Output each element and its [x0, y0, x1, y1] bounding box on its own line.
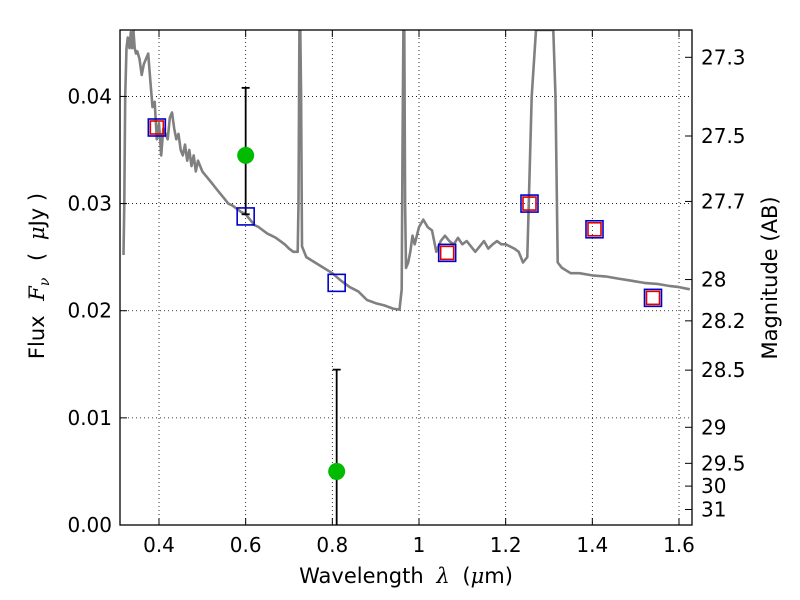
magnitude-tick-label: 29 — [701, 415, 726, 439]
model-flux-marker — [643, 288, 663, 308]
magnitude-tick-label: 27.3 — [701, 45, 746, 69]
x-tick-label: 1.4 — [576, 533, 608, 557]
y-tick-label: 0.00 — [67, 513, 112, 537]
axis-tick-labels: 0.4 0.6 0.8 1 1.2 1.4 1.6 0.00 0.01 0.02 0.03 0.04 2… — [67, 45, 745, 557]
magnitude-tick-label: 28.2 — [701, 309, 746, 333]
magnitude-tick-label: 27.5 — [701, 124, 746, 148]
y-axis-label-symbol: F — [25, 285, 49, 302]
x-tick-label: 0.4 — [143, 533, 175, 557]
observed-flux-marker — [645, 290, 661, 306]
photometry-point — [237, 146, 255, 164]
magnitude-tick-label: 27.7 — [701, 189, 746, 213]
y-tick-label: 0.04 — [67, 84, 112, 108]
y-axis-label-text: Flux — [25, 315, 49, 359]
magnitude-tick-label: 28 — [701, 268, 726, 292]
magnitude-tick-label: 28.5 — [701, 358, 746, 382]
model-flux-marker — [585, 219, 604, 239]
data-series — [122, 30, 691, 525]
model-flux-marker — [437, 243, 457, 263]
y-tick-label: 0.01 — [67, 406, 112, 430]
y-axis-label-unit-open: ( — [25, 253, 49, 261]
x-tick-label: 1.6 — [663, 533, 695, 557]
model-flux-marker — [520, 194, 539, 213]
x-axis-label-unit-mu: μ — [471, 564, 485, 588]
y-axis-label-unit-rest: Jy ) — [25, 193, 49, 229]
y-axis-label-unit-mu: μ — [25, 226, 49, 240]
x-tick-label: 0.8 — [316, 533, 348, 557]
model-flux-marker — [147, 118, 167, 137]
observed-flux-marker — [522, 196, 537, 211]
x-tick-label: 0.6 — [230, 533, 262, 557]
y-tick-label: 0.03 — [67, 192, 112, 216]
x-axis-label-text: Wavelength — [299, 564, 424, 588]
photometry-point — [328, 462, 346, 480]
observed-flux-marker — [587, 221, 602, 237]
x-axis-label-unit-open: ( — [462, 564, 470, 588]
model-flux-marker — [327, 273, 346, 293]
magnitude-axis-label: Magnitude (AB) — [758, 196, 782, 359]
magnitude-tick-label: 30 — [701, 474, 726, 498]
magnitude-tick-label: 31 — [701, 498, 726, 522]
x-axis-label-unit-rest: m) — [484, 564, 513, 588]
plot-frame — [119, 29, 693, 526]
x-tick-label: 1 — [413, 533, 426, 557]
x-axis-label: Wavelength λ (μm) — [299, 564, 513, 588]
axis-ticks — [120, 30, 692, 526]
magnitude-tick-label: 29.5 — [701, 451, 746, 475]
y-tick-label: 0.02 — [67, 299, 112, 323]
model-flux-marker — [236, 207, 255, 226]
y-axis-label: Flux Fν ( μJy ) — [25, 193, 54, 359]
y-axis-label-subscript: ν — [37, 277, 53, 286]
observed-flux-marker — [439, 245, 455, 261]
sed-model-line — [122, 30, 691, 311]
x-tick-label: 1.2 — [490, 533, 522, 557]
x-axis-label-symbol: λ — [435, 564, 449, 588]
observed-flux-marker — [149, 120, 165, 135]
